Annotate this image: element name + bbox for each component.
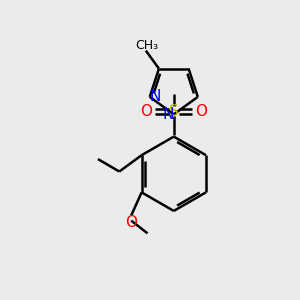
Text: S: S [169,104,179,119]
Text: N: N [163,107,174,122]
Text: O: O [195,104,207,119]
Text: N: N [149,89,161,104]
Text: O: O [125,214,137,230]
Text: O: O [140,104,152,119]
Text: CH₃: CH₃ [136,39,159,52]
